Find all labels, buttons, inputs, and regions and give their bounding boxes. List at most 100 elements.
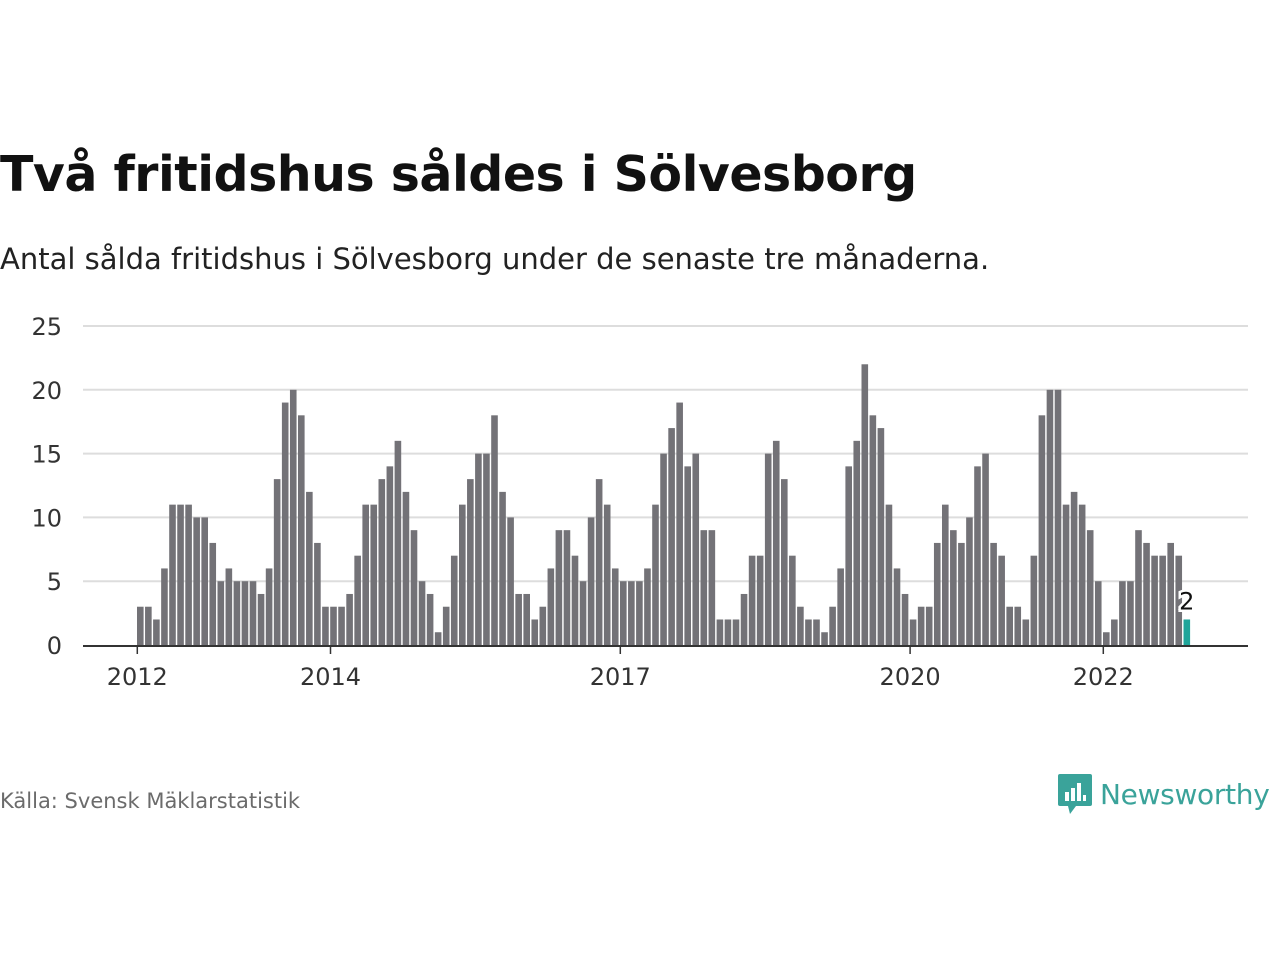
bar: [620, 581, 627, 645]
bar: [257, 593, 265, 645]
bar: [845, 466, 852, 645]
bar: [1103, 632, 1110, 645]
bar: [901, 593, 909, 645]
bar: [298, 415, 305, 645]
bar: [917, 606, 925, 645]
bar: [145, 606, 152, 645]
bar: [563, 530, 571, 645]
bar: [410, 530, 418, 645]
bar: [1094, 581, 1102, 645]
bar: [756, 555, 764, 645]
bar: [523, 593, 530, 645]
bar: [893, 568, 901, 645]
bar: [450, 555, 458, 645]
bar: [233, 581, 241, 645]
bar: [201, 517, 208, 645]
bar: [668, 428, 675, 645]
bar: [837, 568, 844, 645]
bar: [877, 428, 885, 645]
bar: [636, 581, 643, 645]
bar: [966, 517, 973, 645]
bar: [378, 479, 386, 645]
bar: [982, 453, 989, 645]
bar: [354, 555, 361, 645]
bar: [338, 606, 345, 645]
bar: [805, 619, 812, 645]
bar: [933, 542, 941, 645]
bar: [660, 453, 667, 645]
bar: [595, 479, 603, 645]
bar: [467, 479, 474, 645]
y-tick-label: 25: [31, 313, 62, 341]
bar: [322, 606, 329, 645]
bar: [861, 364, 869, 645]
bar-chart: 0 5 10 15 20 25 2012 2014 2017 2020 2022 2: [31, 313, 1248, 691]
bar: [161, 568, 168, 645]
bar: [1062, 504, 1070, 645]
bar: [434, 632, 442, 645]
y-tick-label: 20: [31, 377, 62, 405]
bar: [950, 530, 957, 645]
bar: [853, 440, 861, 645]
bar: [1111, 619, 1118, 645]
bar: [700, 530, 708, 645]
highlight-bar: [1183, 619, 1191, 645]
bar: [1014, 606, 1022, 645]
chart-subtitle: Antal sålda fritidshus i Sölvesborg unde…: [0, 242, 990, 276]
bar: [1127, 581, 1134, 645]
bar: [386, 466, 394, 645]
bar: [925, 606, 933, 645]
bar: [426, 593, 434, 645]
bar: [998, 555, 1005, 645]
bar: [652, 504, 659, 645]
brand-name: Newsworthy: [1100, 777, 1270, 811]
bar: [797, 606, 804, 645]
bar: [603, 504, 611, 645]
bar: [942, 504, 949, 645]
bar: [974, 466, 981, 645]
bar: [330, 606, 337, 645]
x-tick-label: 2022: [1073, 663, 1134, 691]
bar: [265, 568, 273, 645]
bar: [402, 491, 410, 645]
bar: [547, 568, 555, 645]
bar: [990, 542, 997, 645]
newsworthy-logo: Newsworthy: [1058, 772, 1270, 816]
bar: [1022, 619, 1030, 645]
bar: [306, 491, 313, 645]
y-tick-label: 15: [31, 441, 62, 469]
bar: [281, 402, 289, 645]
bar: [1070, 491, 1078, 645]
bar: [370, 504, 378, 645]
bar: [555, 530, 563, 645]
bar: [1030, 555, 1038, 645]
source-note: Källa: Svensk Mäklarstatistik: [0, 789, 301, 813]
bar: [314, 542, 321, 645]
bar: [177, 504, 184, 645]
bar: [1151, 555, 1158, 645]
highlight-value-label: 2: [1179, 587, 1194, 615]
bar: [1086, 530, 1094, 645]
bar: [869, 415, 877, 645]
bar: [716, 619, 724, 645]
bar: [579, 581, 587, 645]
bar: [459, 504, 466, 645]
bar: [394, 440, 402, 645]
bar: [571, 555, 579, 645]
y-tick-label: 5: [47, 568, 62, 596]
bar: [137, 606, 144, 645]
bar: [958, 542, 965, 645]
bar: [764, 453, 772, 645]
bar: [1054, 389, 1062, 645]
bar: [1135, 530, 1142, 645]
bar: [1167, 542, 1174, 645]
x-tick-label: 2014: [300, 663, 361, 691]
bar: [724, 619, 732, 645]
bar: [732, 619, 740, 645]
bar: [475, 453, 482, 645]
bar: [209, 542, 217, 645]
bar: [442, 606, 450, 645]
bar: [507, 517, 514, 645]
bar: [587, 517, 595, 645]
newsworthy-logo-icon: [1058, 774, 1092, 814]
